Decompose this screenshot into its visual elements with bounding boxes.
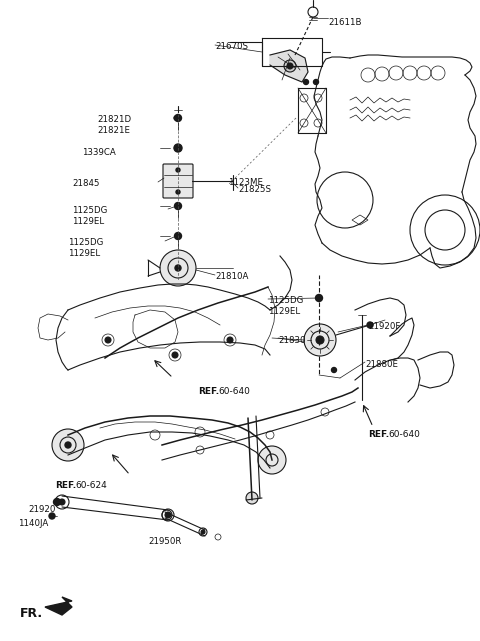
- Text: 60-640: 60-640: [218, 387, 250, 396]
- Text: 21830: 21830: [278, 336, 305, 345]
- Text: 21920F: 21920F: [368, 322, 400, 331]
- Circle shape: [316, 336, 324, 344]
- Polygon shape: [270, 50, 308, 82]
- Circle shape: [53, 499, 60, 506]
- Polygon shape: [45, 597, 72, 615]
- Text: 21670S: 21670S: [215, 42, 248, 51]
- Text: 1129EL: 1129EL: [68, 249, 100, 258]
- Circle shape: [313, 79, 319, 85]
- Circle shape: [175, 203, 181, 210]
- Circle shape: [315, 294, 323, 301]
- Text: 1125DG: 1125DG: [72, 206, 108, 215]
- Text: 1125DG: 1125DG: [268, 296, 303, 305]
- Circle shape: [174, 116, 178, 120]
- Text: 1129EL: 1129EL: [72, 217, 104, 226]
- Circle shape: [172, 352, 178, 358]
- Text: REF.: REF.: [55, 481, 76, 490]
- Text: 21845: 21845: [72, 179, 99, 188]
- Circle shape: [175, 115, 181, 122]
- Circle shape: [303, 79, 309, 85]
- Circle shape: [258, 446, 286, 474]
- Circle shape: [160, 250, 196, 286]
- Circle shape: [246, 492, 258, 504]
- Circle shape: [176, 168, 180, 172]
- FancyBboxPatch shape: [163, 164, 193, 198]
- Text: REF.: REF.: [198, 387, 219, 396]
- Circle shape: [105, 337, 111, 343]
- Text: 60-640: 60-640: [388, 430, 420, 439]
- Circle shape: [175, 265, 181, 271]
- Text: 21950R: 21950R: [148, 537, 181, 546]
- Circle shape: [287, 63, 293, 69]
- Text: 1129EL: 1129EL: [268, 307, 300, 316]
- Text: 1125DG: 1125DG: [68, 238, 103, 247]
- Text: 21821D: 21821D: [97, 115, 131, 124]
- Circle shape: [174, 144, 182, 152]
- Text: 21920: 21920: [28, 505, 55, 514]
- Circle shape: [304, 324, 336, 356]
- Text: 21810A: 21810A: [215, 272, 248, 281]
- Circle shape: [59, 499, 65, 505]
- Text: 21880E: 21880E: [365, 360, 398, 369]
- Circle shape: [165, 512, 171, 518]
- Text: 1123ME: 1123ME: [228, 178, 263, 187]
- Circle shape: [367, 322, 373, 328]
- Circle shape: [49, 513, 55, 519]
- Circle shape: [332, 367, 336, 372]
- Circle shape: [65, 442, 71, 448]
- Text: REF.: REF.: [368, 430, 389, 439]
- Circle shape: [227, 337, 233, 343]
- Text: 21611B: 21611B: [328, 18, 361, 27]
- Circle shape: [284, 60, 296, 72]
- Text: 1339CA: 1339CA: [82, 148, 116, 157]
- Circle shape: [201, 530, 205, 534]
- Circle shape: [52, 429, 84, 461]
- Text: FR.: FR.: [20, 607, 43, 620]
- Circle shape: [176, 190, 180, 194]
- Text: 21821E: 21821E: [97, 126, 130, 135]
- Text: 21825S: 21825S: [238, 185, 271, 194]
- Text: 60-624: 60-624: [75, 481, 107, 490]
- Circle shape: [175, 233, 181, 240]
- Text: 1140JA: 1140JA: [18, 519, 48, 528]
